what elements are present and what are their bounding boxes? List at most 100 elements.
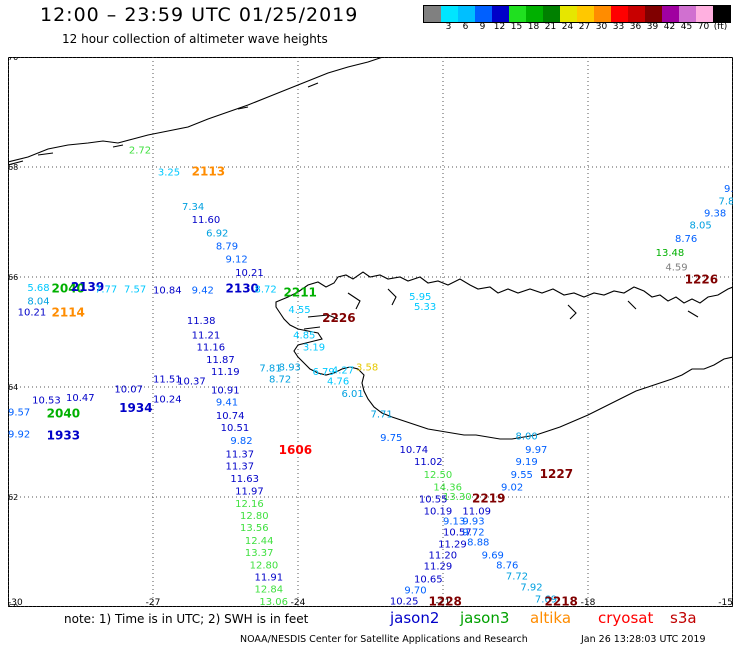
wave-height-label: 7.71 [371,409,393,420]
wave-height-label: 9.55 [511,470,533,481]
wave-height-label: 9.70 [404,585,426,596]
lon-tick-label: -27 [146,598,161,607]
wave-height-label: 10.84 [153,286,182,297]
satellite-jason2: jason2 [390,609,440,627]
wave-height-label: 7.69 [535,595,557,606]
wave-height-label: 10.74 [400,445,429,456]
map-title: 12:00 – 23:59 UTC 01/25/2019 [40,4,359,26]
wave-height-label: 3.58 [356,363,378,374]
legend-swatch [713,6,730,22]
legend-label: 21 [544,22,557,32]
lat-lon-grid [8,57,733,607]
wave-height-label: 13.06 [259,597,288,607]
lat-tick-label: 60 [8,603,18,607]
wave-height-label: 12.80 [240,511,269,522]
footer-note: note: 1) Time is in UTC; 2) SWH is in fe… [64,612,309,626]
wave-height-label: 11.51 [153,375,182,386]
wave-height-label: 9.12 [226,255,248,266]
wave-height-label: 10.19 [424,507,453,518]
pass-time-label: 1606 [279,443,312,457]
wave-height-label: 8.93 [279,363,301,374]
greenland-coast-inner [8,82,319,166]
wave-height-label: 10.53 [32,396,61,407]
altimeter-map: 706866646260-30-27-24-21-18-15 2.723.252… [8,57,733,607]
wave-height-label: 5.33 [414,302,436,313]
wave-height-label: 9.19 [516,457,538,468]
legend-swatch [696,6,713,22]
lat-tick-label: 62 [8,493,18,502]
satellite-cryosat: cryosat [598,609,654,627]
legend-swatch [611,6,628,22]
pass-time-label: 2040 [52,281,85,295]
lon-tick-label: -21 [436,598,451,607]
wave-height-label: 11.21 [192,331,221,342]
wave-height-label: 5.68 [27,283,49,294]
wave-height-label: 8.88 [467,537,489,548]
iceland-coast [275,271,733,440]
legend-label: 42 [663,22,676,32]
pass-time-label: 2219 [472,492,505,506]
wave-height-label: 4.59 [665,262,687,273]
wave-height-label: 9.02 [501,482,523,493]
wave-height-label: 10.55 [419,495,448,506]
wave-height-label: 11.87 [206,355,235,366]
wave-height-label: 9.92 [8,430,30,441]
pass-time-label: 1227 [540,467,573,481]
satellite-s3a: s3a [670,609,697,627]
legend-swatch [543,6,560,22]
wave-height-label: 11.37 [226,449,255,460]
legend-label: 9 [479,22,486,32]
wave-height-label: 7.77 [95,284,117,295]
wave-height-label: 10.21 [18,308,47,319]
wave-height-label: 6.79 [313,367,335,378]
pass-time-label: 2113 [192,164,225,178]
wave-height-label: 11.97 [235,486,264,497]
wave-height-label: 12.80 [250,561,279,572]
wave-height-label: 8.72 [269,375,291,386]
pass-time-label: 1228 [429,594,462,607]
wave-height-label: 3.19 [303,343,325,354]
wave-height-label: 10.37 [177,376,206,387]
wave-height-label: 10.65 [414,574,443,585]
wave-height-label: 8.04 [27,297,49,308]
legend-swatch [560,6,577,22]
legend-swatch [492,6,509,22]
wave-height-label: 11.29 [424,562,453,573]
wave-height-label: 11.19 [211,367,240,378]
legend-label: 3 [445,22,452,32]
color-legend-bar [423,5,731,23]
legend-swatch [475,6,492,22]
legend-label: 39 [646,22,659,32]
legend-swatch [526,6,543,22]
legend-label: 30 [595,22,608,32]
wave-height-label: 4.85 [293,331,315,342]
wave-height-label: 10.57 [443,528,472,539]
iceland-fjords [303,288,699,330]
timestamp: Jan 26 13:28:03 UTC 2019 [581,634,706,645]
wave-height-label: 7.81 [259,364,281,375]
wave-height-label: 11.29 [438,540,467,551]
wave-height-label: 11.60 [192,215,221,226]
legend-swatch [509,6,526,22]
legend-label: 33 [612,22,625,32]
wave-height-label: 10.21 [235,268,264,279]
axis-labels: 70 68 66 64 62 60-30 -27 -24 -21 -18 -15 [8,57,733,607]
pass-time-label: 2040 [47,406,80,420]
pass-time-label: 2226 [322,311,355,325]
greenland-coast [8,57,384,163]
wave-height-label: 11.63 [230,474,259,485]
satellite-altika: altika [530,609,572,627]
wave-height-label: 11.37 [226,462,255,473]
wave-height-label: 3.25 [158,167,180,178]
pass-time-label: 1934 [119,401,152,415]
lat-tick-label: 66 [8,273,18,282]
wave-height-label: 12.84 [255,585,284,596]
wave-height-label: 10.24 [153,394,182,405]
pass-time-label: 1226 [685,273,718,287]
wave-height-label: 7.92 [520,583,542,594]
wave-height-label: 6.01 [342,389,364,400]
wave-height-label: 12.50 [424,470,453,481]
wave-height-label: 8.79 [216,242,238,253]
wave-height-label: 6.92 [206,228,228,239]
wave-height-label: 2.72 [129,145,151,156]
